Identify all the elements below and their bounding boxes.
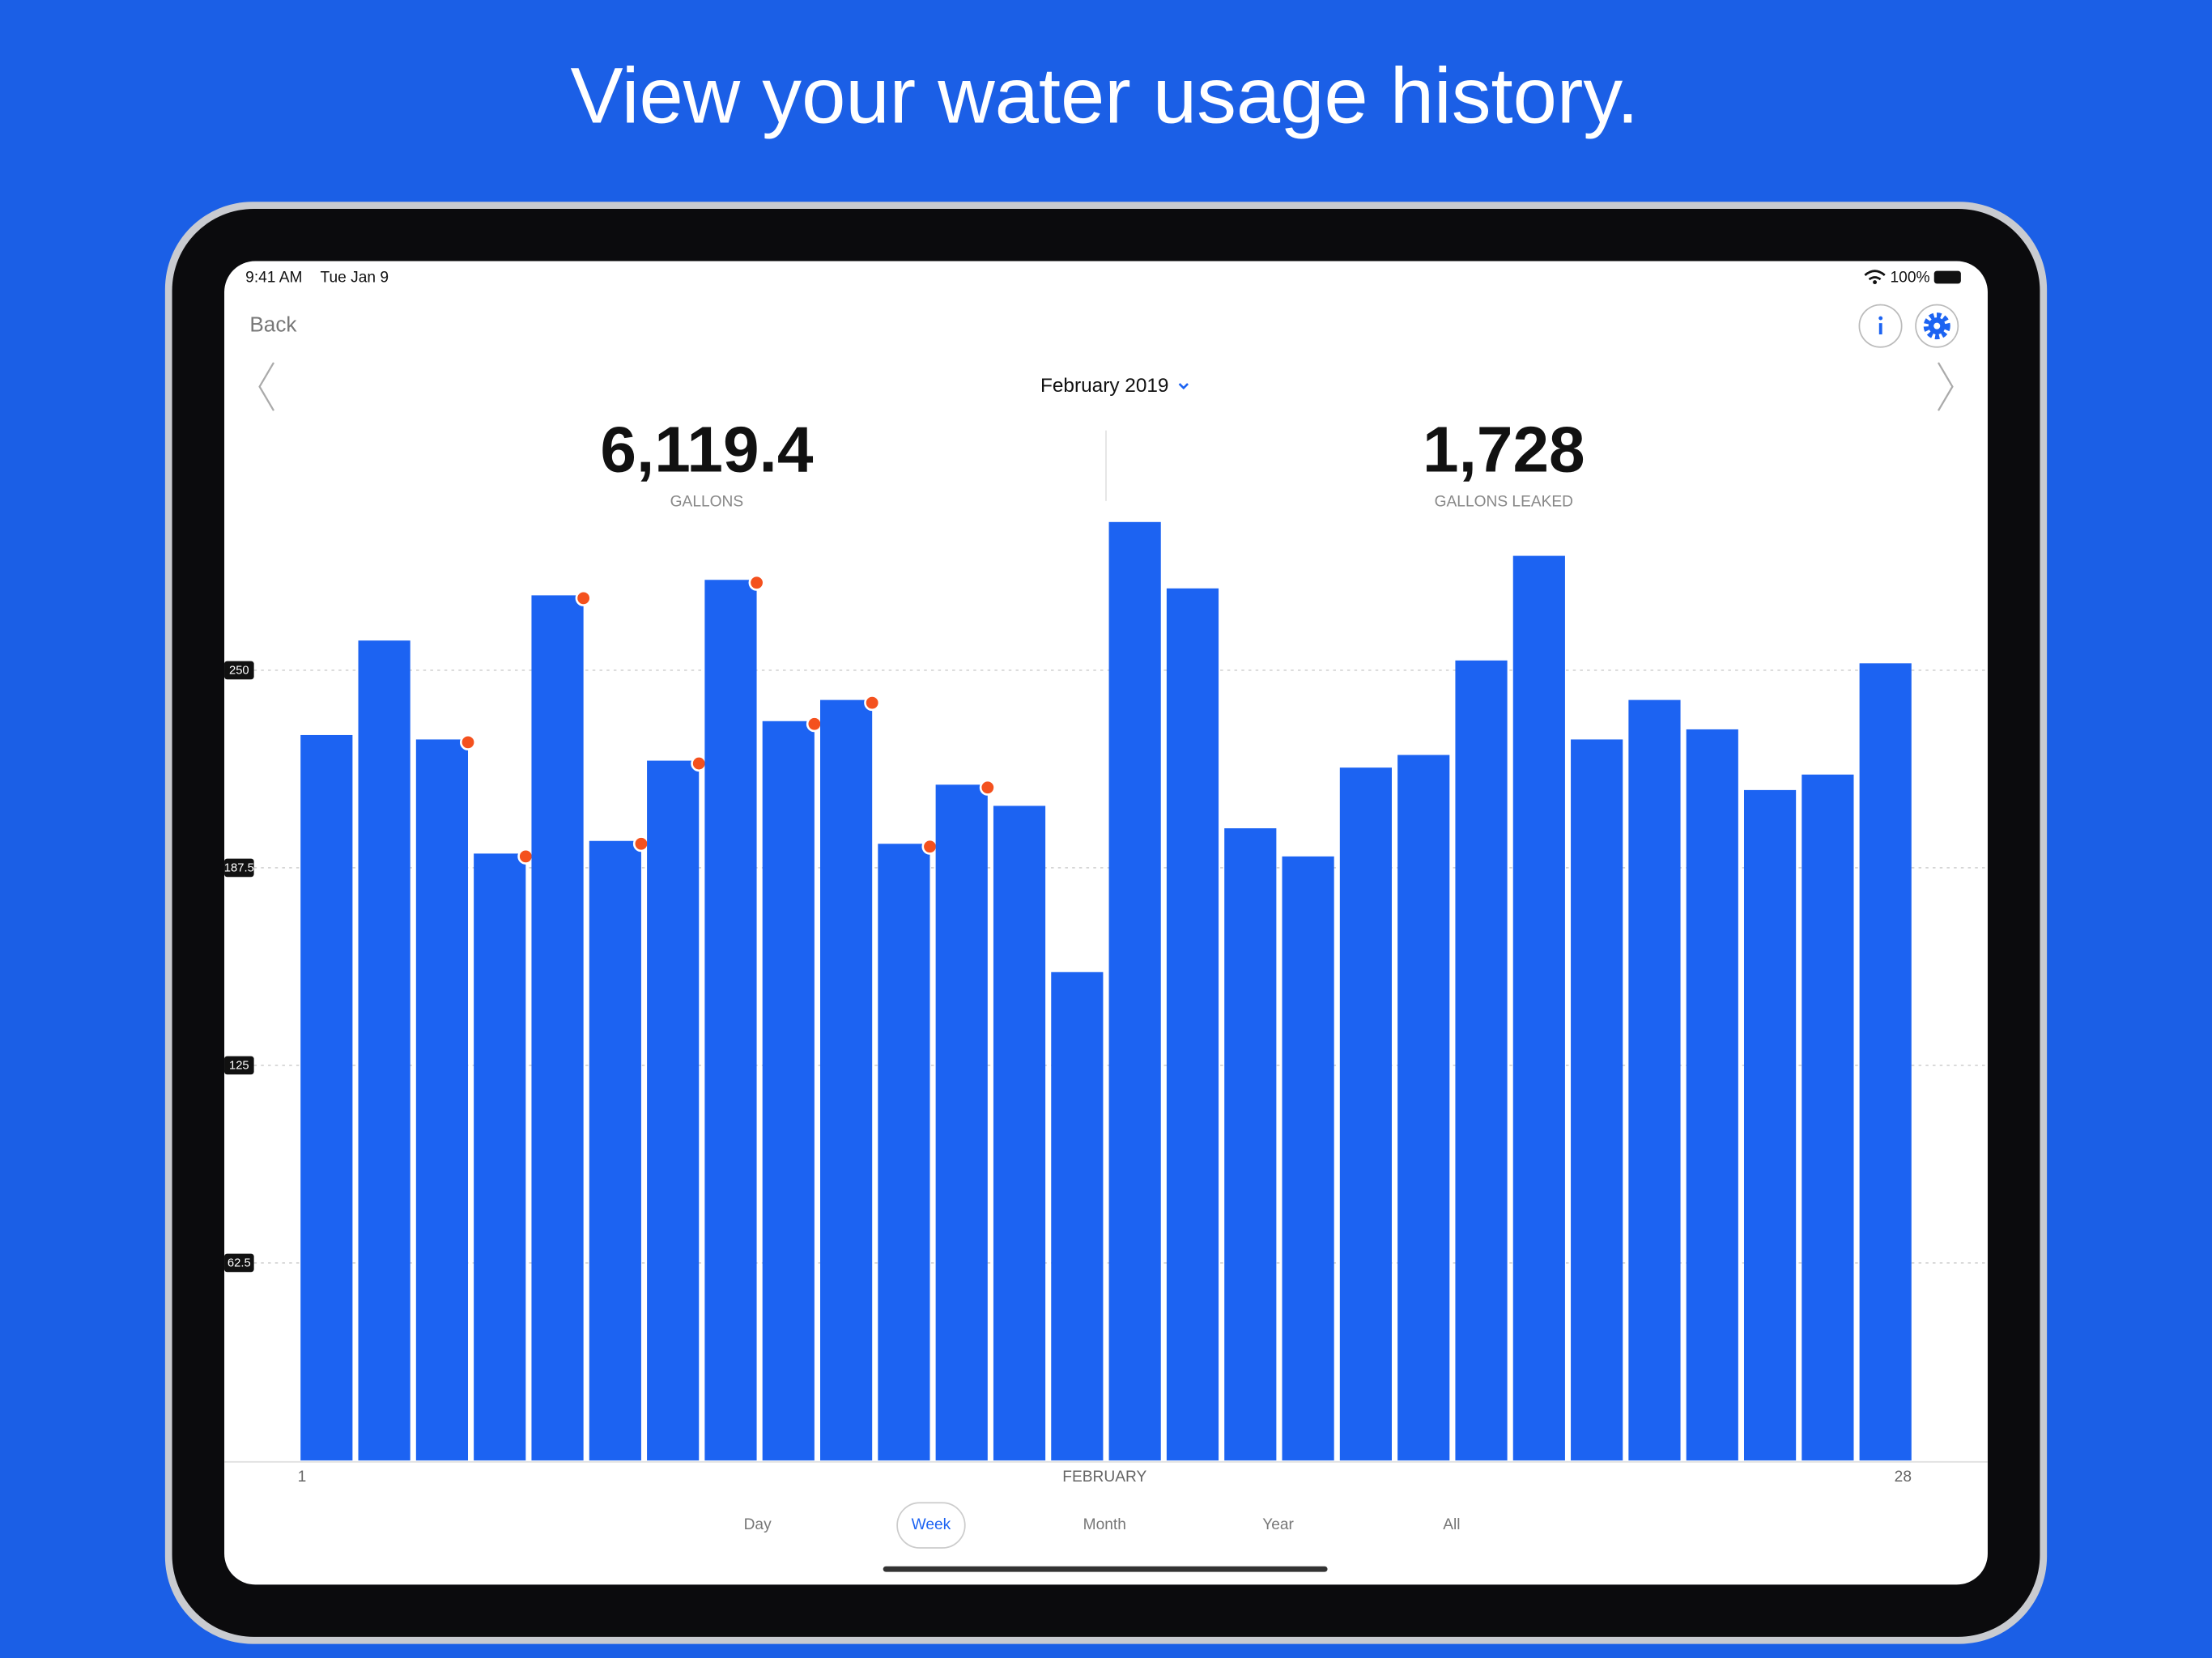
bar [1512,555,1565,1460]
y-tick-label: 187.5 [224,862,254,875]
status-time: 9:41 AM [245,269,302,286]
bar [1571,739,1623,1460]
y-tick-label: 62.5 [228,1257,251,1270]
x-tick-label: 28 [1895,1469,1912,1486]
bar [1859,663,1912,1460]
leaked-gallons-label: GALLONS LEAKED [1435,494,1573,511]
bar [993,806,1046,1460]
range-tabs: Day Week Month Year All [744,1502,1461,1549]
settings-gear [1923,312,1950,340]
bar [1686,729,1738,1460]
next-arrow[interactable] [1938,362,1954,411]
leaked-gallons: 1,728 [1423,412,1585,485]
leak-marker [921,838,938,855]
bar [1743,789,1797,1460]
bar [1282,856,1334,1460]
chart: 62.5 125 187.5 250 1 28 FEBRUARY [224,521,1988,1486]
home-indicator [883,1566,1328,1572]
period-selector[interactable]: February 2019 [1040,375,1169,397]
back-button[interactable]: Back [249,312,297,337]
headline: View your water usage history. [571,51,1640,139]
info-icon [1878,323,1882,335]
bar [1166,588,1219,1460]
bar [1108,521,1161,1460]
x-tick-label: 1 [298,1469,307,1486]
range-tab[interactable]: Month [1083,1516,1126,1533]
bar [415,739,469,1460]
bar [589,840,641,1460]
y-tick-badge [224,661,254,680]
leak-marker [864,695,881,712]
range-tab[interactable]: Week [912,1516,951,1533]
status-date: Tue Jan 9 [321,269,389,286]
bar [878,844,930,1460]
bar [1802,774,1854,1460]
bar [1397,755,1450,1460]
total-gallons-label: GALLONS [670,494,743,511]
bar [531,595,584,1460]
bar [474,853,526,1460]
bar [704,580,757,1460]
bar [762,721,815,1460]
selected-tab-pill [896,1502,966,1549]
bar [1628,699,1681,1460]
settings-gear-hole [1933,322,1941,329]
range-tab[interactable]: All [1443,1516,1460,1533]
bar [358,640,410,1460]
leak-marker [459,733,477,750]
battery-level: 100% [1891,269,1930,286]
leak-marker [517,848,534,865]
period-chevron [1178,383,1189,390]
wifi-dot [1873,280,1878,285]
y-tick-badge [224,858,254,878]
bar [1455,660,1508,1460]
y-tick-badge [224,1253,254,1273]
y-tick-label: 125 [229,1060,249,1073]
bar [1051,971,1104,1460]
bar [1224,828,1277,1460]
x-axis-label: FEBRUARY [1062,1469,1146,1486]
leak-marker [632,835,649,852]
range-tab[interactable]: Day [744,1516,772,1533]
info-icon-dot [1878,316,1883,321]
leak-marker [979,779,996,796]
leak-marker [806,716,823,733]
y-tick-label: 250 [229,665,249,678]
range-tab[interactable]: Year [1262,1516,1294,1533]
total-gallons: 6,119.4 [600,412,813,485]
previous-arrow[interactable] [258,362,274,411]
wifi-icon [1864,270,1886,281]
leak-marker [691,755,708,772]
bar [647,760,700,1460]
battery-icon [1933,270,1961,284]
y-tick-badge [224,1056,254,1075]
bar [820,699,873,1460]
bar [935,784,988,1460]
bar [300,734,353,1460]
bar [1339,767,1392,1460]
leak-marker [575,589,592,606]
leak-marker [748,574,765,591]
